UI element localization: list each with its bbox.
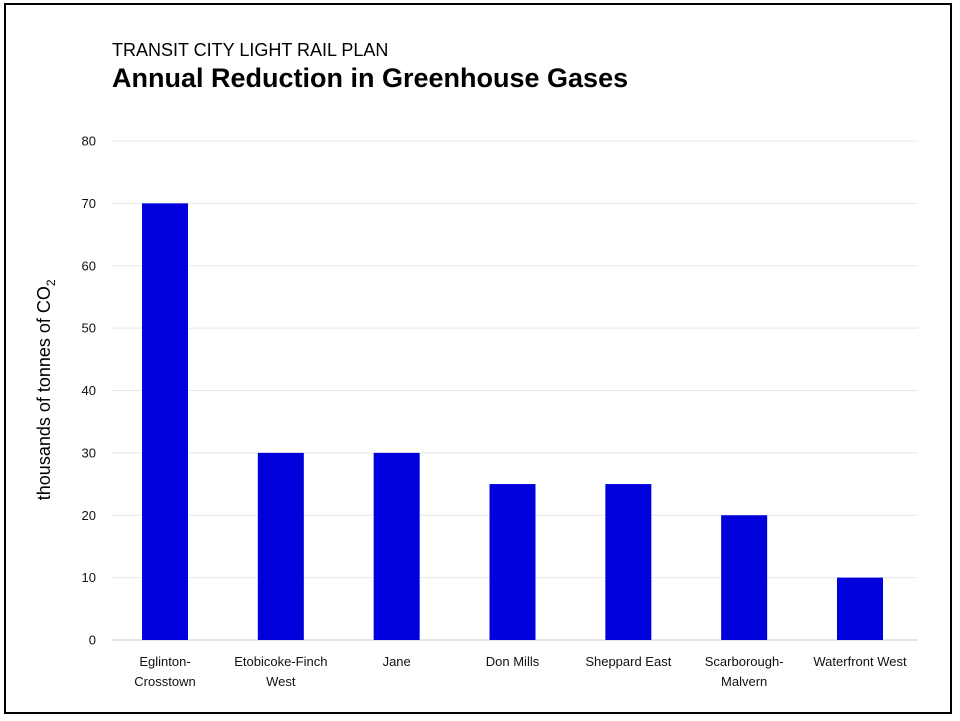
x-tick-label: Eglinton- Crosstown: [134, 654, 195, 689]
y-tick-label: 0: [89, 633, 96, 648]
bar: [837, 578, 883, 640]
x-tick-label: Jane: [383, 654, 411, 669]
bar: [374, 453, 420, 640]
x-tick-label-line: Waterfront West: [813, 654, 907, 669]
bar: [142, 203, 188, 640]
bar: [258, 453, 304, 640]
y-tick-label: 60: [82, 258, 96, 273]
y-tick-label: 30: [82, 445, 96, 460]
x-tick-label-line: Etobicoke-Finch: [234, 654, 327, 669]
x-tick-label: Waterfront West: [813, 654, 907, 669]
x-tick-label-line: Sheppard East: [585, 654, 671, 669]
y-tick-label: 10: [82, 570, 96, 585]
x-tick-label-line: Crosstown: [134, 674, 195, 689]
y-tick-label: 20: [82, 508, 96, 523]
bar: [605, 484, 651, 640]
y-tick-label: 50: [82, 321, 96, 336]
x-tick-label: Etobicoke-Finch West: [234, 654, 327, 689]
x-tick-label: Don Mills: [486, 654, 540, 669]
x-tick-label-line: Don Mills: [486, 654, 540, 669]
y-tick-label: 40: [82, 383, 96, 398]
y-tick-label: 70: [82, 196, 96, 211]
x-tick-label: Sheppard East: [585, 654, 671, 669]
x-tick-label-line: Scarborough-: [705, 654, 784, 669]
x-tick-label-line: Malvern: [721, 674, 767, 689]
bar: [490, 484, 536, 640]
x-tick-label: Scarborough- Malvern: [705, 654, 784, 689]
x-tick-label-line: Eglinton-: [139, 654, 190, 669]
x-tick-label-line: Jane: [383, 654, 411, 669]
x-tick-label-line: West: [266, 674, 296, 689]
y-tick-label: 80: [82, 134, 96, 149]
bar: [721, 515, 767, 640]
